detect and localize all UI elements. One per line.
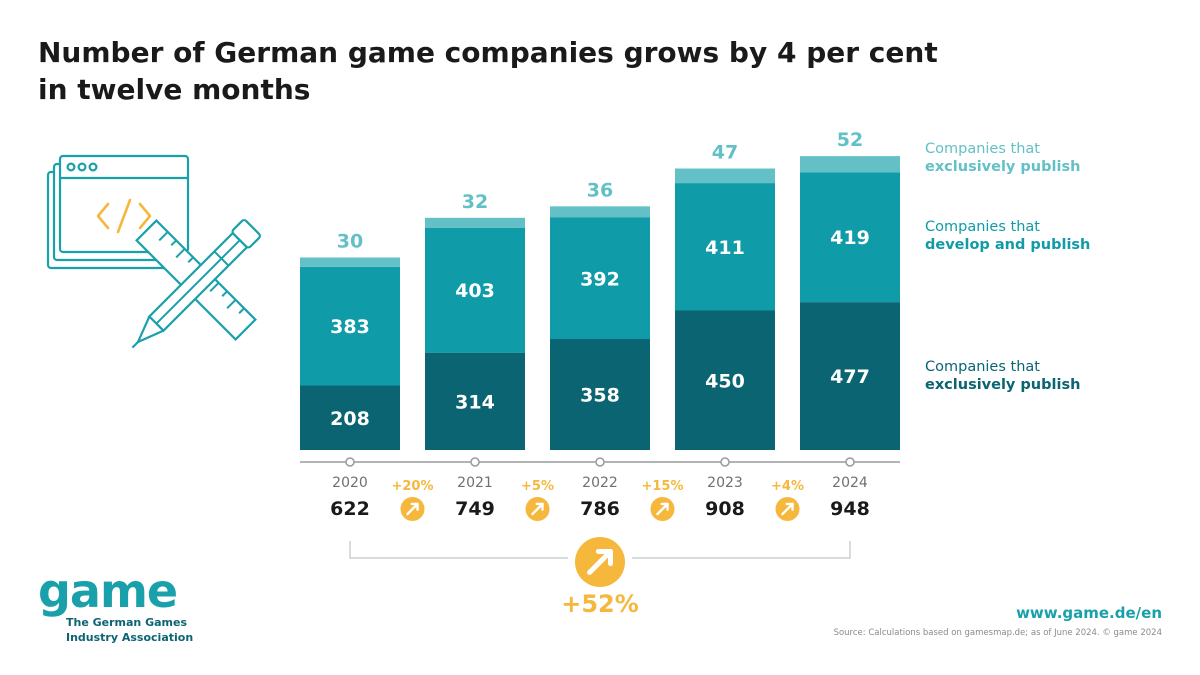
x-tick-label: 2020 [332, 475, 368, 491]
bar-segment-2024-1 [800, 172, 900, 303]
bar-segment-2022-2 [550, 206, 650, 218]
bar-value-label: 450 [705, 370, 745, 392]
axis-marker [470, 457, 480, 467]
legend-line1: Companies that [925, 219, 1040, 235]
developer-tools-illustration [44, 152, 269, 361]
bar-value-label: 208 [330, 408, 370, 430]
bar-segment-2021-1 [425, 227, 525, 353]
bar-segment-2022-0 [550, 339, 650, 450]
bar-value-label: 419 [830, 227, 870, 249]
code-window-pencil-ruler-icon [46, 154, 261, 349]
bar-segment-2020-1 [300, 266, 400, 386]
bar-segment-2024-2 [800, 156, 900, 173]
bar-value-label: 36 [587, 179, 613, 201]
x-tick-label: 2022 [582, 475, 618, 491]
legend-line2: develop and publish [925, 237, 1091, 253]
bar-segment-2023-2 [675, 168, 775, 184]
bar-value-label: 314 [455, 391, 495, 413]
total-value-label: 622 [330, 498, 370, 520]
bar-segment-2023-0 [675, 310, 775, 450]
bar-value-label: 383 [330, 316, 370, 338]
bar-segment-2021-2 [425, 217, 525, 228]
total-value-label: 786 [580, 498, 620, 520]
total-value-label: 908 [705, 498, 745, 520]
legend-develop-and-publish: Companies that develop and publish [925, 218, 1090, 254]
page-title: Number of German game companies grows by… [38, 36, 938, 106]
legend-line2: exclusively publish [925, 377, 1081, 393]
legend-line1: Companies that [925, 141, 1040, 157]
bar-segment-2021-0 [425, 352, 525, 450]
legend-line2: exclusively publish [925, 159, 1081, 175]
axis-marker [845, 457, 855, 467]
bar-value-label: 392 [580, 268, 620, 290]
bar-value-label: 32 [462, 191, 488, 213]
bar-segment-2020-2 [300, 257, 400, 267]
x-tick-label: 2021 [457, 475, 493, 491]
growth-arrow-icon [400, 497, 425, 521]
growth-arrow-icon [775, 497, 800, 521]
bar-value-label: 52 [837, 129, 863, 151]
x-tick-label: 2023 [707, 475, 743, 491]
growth-arrow-icon [525, 497, 550, 521]
axis-marker [720, 457, 730, 467]
bar-segment-2024-0 [800, 302, 900, 450]
axis-marker [345, 457, 355, 467]
bar-value-label: 403 [455, 280, 495, 302]
growth-percent-label: +20% [391, 479, 433, 494]
growth-percent-label: +5% [521, 479, 554, 494]
bar-value-label: 358 [580, 385, 620, 407]
website-link[interactable]: www.game.de/en [1016, 604, 1162, 622]
bar-segment-2023-1 [675, 183, 775, 311]
bar-value-label: 30 [337, 230, 363, 252]
bar-value-label: 411 [705, 237, 745, 259]
logo-wordmark: game [38, 564, 178, 618]
bar-value-label: 477 [830, 366, 870, 388]
legend-exclusively-publish-top: Companies that exclusively publish [925, 140, 1080, 176]
growth-arrow-icon [575, 537, 625, 587]
growth-percent-label: +4% [771, 479, 804, 494]
total-value-label: 749 [455, 498, 495, 520]
legend-exclusively-publish-bottom: Companies that exclusively publish [925, 358, 1080, 394]
growth-percent-label: +15% [641, 479, 683, 494]
x-tick-label: 2024 [832, 475, 868, 491]
bar-segment-2022-1 [550, 217, 650, 340]
growth-arrow-icon [650, 497, 675, 521]
total-growth-label: +52% [561, 590, 639, 618]
bar-value-label: 47 [712, 142, 738, 164]
total-value-label: 948 [830, 498, 870, 520]
source-note: Source: Calculations based on gamesmap.d… [833, 628, 1162, 638]
logo-subtitle-1: The German Games [66, 616, 188, 629]
logo-subtitle-2: Industry Association [66, 631, 194, 644]
legend-line1: Companies that [925, 359, 1040, 375]
game-logo: game The German Games Industry Associati… [38, 568, 193, 644]
axis-marker [595, 457, 605, 467]
bar-segment-2020-0 [300, 385, 400, 450]
